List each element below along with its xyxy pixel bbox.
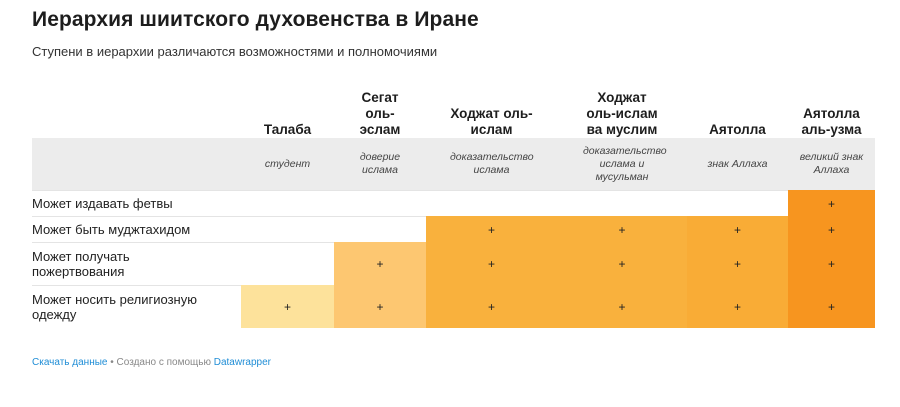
- table-row: Может быть муджтахидом + + + +: [32, 216, 875, 243]
- column-meaning: знак Аллаха: [687, 138, 788, 191]
- subheader-empty: [32, 138, 241, 191]
- footer: Скачать данные • Создано с помощью Dataw…: [32, 357, 271, 368]
- column-meaning: доверие ислама: [334, 138, 426, 191]
- table-cell: [426, 190, 557, 217]
- table-cell: [334, 216, 426, 243]
- table-row: Может получать пожертвования + + + + +: [32, 242, 875, 286]
- footer-created-text: Создано с помощью: [116, 357, 214, 368]
- column-header: Талаба: [263, 122, 312, 137]
- table-cell: +: [788, 190, 875, 217]
- table-cell: +: [687, 216, 788, 243]
- download-data-link[interactable]: Скачать данные: [32, 357, 108, 368]
- table-cell: +: [557, 216, 687, 243]
- table-cell: [334, 190, 426, 217]
- table-cell: +: [557, 242, 687, 286]
- table-row: Может носить религиозную одежду + + + + + +: [32, 285, 875, 328]
- table-cell: +: [334, 242, 426, 286]
- column-meaning: студент: [241, 138, 334, 191]
- chart-title: Иерархия шиитского духовенства в Иране: [32, 8, 479, 31]
- table-cell: +: [426, 216, 557, 243]
- table-cell: +: [334, 285, 426, 328]
- table-cell: [241, 216, 334, 243]
- table-cell: [241, 242, 334, 286]
- chart-subtitle: Ступени в иерархии различаются возможнос…: [32, 44, 438, 59]
- datawrapper-link[interactable]: Datawrapper: [213, 357, 271, 368]
- row-label: Может быть муджтахидом: [32, 216, 241, 243]
- table-cell: [241, 190, 334, 217]
- column-header: Ходжат оль-ислам ва муслим: [586, 90, 658, 137]
- table-cell: +: [687, 285, 788, 328]
- column-header: Сегат оль-эслам: [359, 90, 401, 137]
- footer-separator: •: [107, 357, 117, 368]
- header-empty: [32, 86, 241, 138]
- table-cell: +: [788, 242, 875, 286]
- table-row: Может издавать фетвы +: [32, 190, 875, 217]
- column-header: Аятолла: [709, 122, 766, 137]
- row-label: Может издавать фетвы: [32, 190, 241, 217]
- table-cell: [557, 190, 687, 217]
- table-cell: +: [426, 285, 557, 328]
- column-header: Аятолла аль-узма: [801, 106, 862, 137]
- hierarchy-table: Талаба Сегат оль-эслам Ходжат оль-ислам …: [32, 86, 875, 328]
- table-cell: +: [788, 216, 875, 243]
- row-label: Может получать пожертвования: [32, 242, 241, 286]
- row-label: Может носить религиозную одежду: [32, 285, 241, 328]
- table-cell: +: [426, 242, 557, 286]
- column-meaning: великий знак Аллаха: [788, 138, 875, 191]
- table-cell: [687, 190, 788, 217]
- table-cell: +: [557, 285, 687, 328]
- column-meaning: доказательство ислама: [426, 138, 557, 191]
- table-cell: +: [241, 285, 334, 328]
- column-header: Ходжат оль-ислам: [450, 106, 533, 137]
- table-cell: +: [687, 242, 788, 286]
- table-cell: +: [788, 285, 875, 328]
- column-meaning: доказательство ислама и мусульман: [557, 138, 687, 191]
